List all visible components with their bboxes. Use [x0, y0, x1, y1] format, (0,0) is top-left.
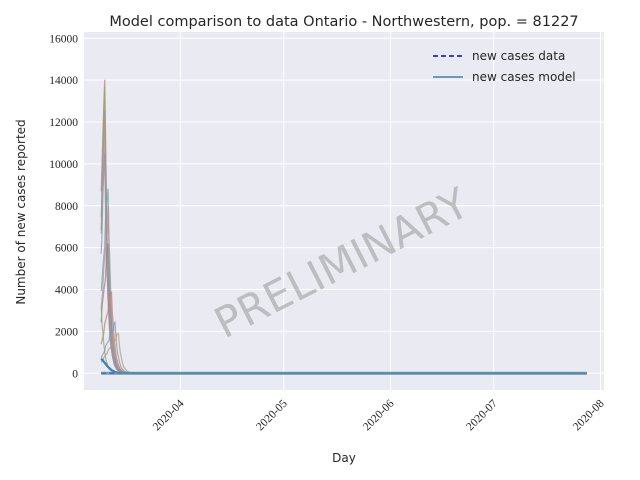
- x-tick-labels: 2020-04 2020-05 2020-06 2020-07 2020-08: [151, 397, 607, 433]
- legend: new cases data new cases model: [433, 49, 576, 84]
- y-tick-label: 2000: [55, 326, 78, 338]
- chart-title: Model comparison to data Ontario - North…: [109, 14, 578, 30]
- y-tick-labels: 0 2000 4000 6000 8000 10000 12000 14000 16000: [49, 33, 78, 380]
- y-tick-label: 16000: [49, 33, 78, 45]
- y-tick-label: 12000: [49, 117, 78, 129]
- y-axis-label: Number of new cases reported: [14, 119, 28, 304]
- x-tick-label: 2020-04: [151, 397, 187, 433]
- legend-label-model: new cases model: [472, 70, 576, 84]
- y-tick-label: 10000: [49, 159, 78, 171]
- x-tick-label: 2020-05: [254, 397, 290, 433]
- plot-background: [84, 32, 604, 390]
- y-tick-label: 6000: [55, 243, 78, 255]
- x-tick-label: 2020-06: [361, 397, 397, 433]
- grid: [84, 32, 604, 390]
- series: [100, 357, 587, 375]
- x-axis-label: Day: [332, 451, 356, 465]
- y-tick-label: 14000: [49, 75, 78, 87]
- legend-label-data: new cases data: [472, 49, 565, 63]
- y-tick-label: 8000: [55, 201, 78, 213]
- y-tick-label: 4000: [55, 285, 78, 297]
- y-tick-label: 0: [72, 368, 78, 380]
- x-tick-label: 2020-07: [464, 397, 500, 433]
- x-tick-label: 2020-08: [571, 397, 607, 433]
